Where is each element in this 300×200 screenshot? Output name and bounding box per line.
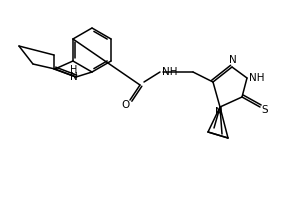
Text: O: O bbox=[122, 100, 130, 110]
Text: S: S bbox=[262, 105, 268, 115]
Text: N: N bbox=[70, 72, 78, 82]
Text: NH: NH bbox=[162, 67, 178, 77]
Text: NH: NH bbox=[249, 73, 265, 83]
Text: H: H bbox=[70, 65, 78, 75]
Text: N: N bbox=[229, 55, 237, 65]
Text: N: N bbox=[215, 107, 223, 117]
